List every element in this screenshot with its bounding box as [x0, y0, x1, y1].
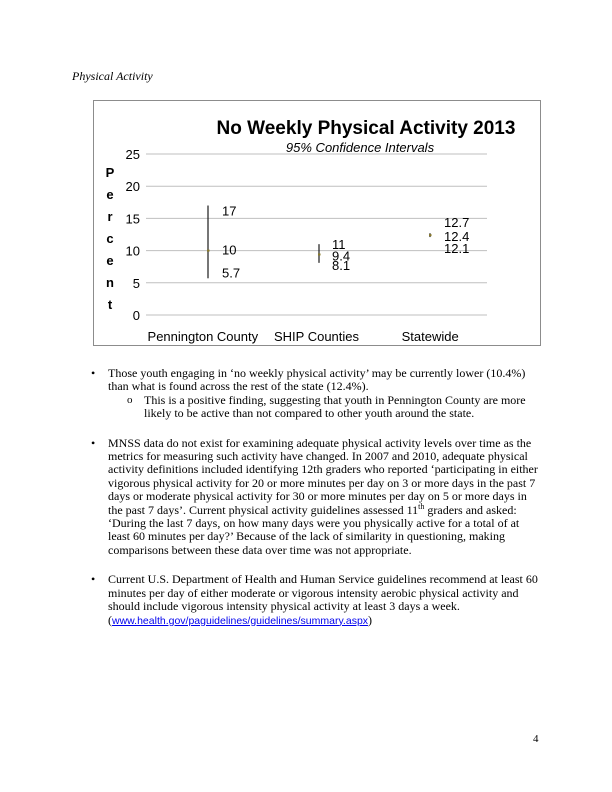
error-bar-chart: No Weekly Physical Activity 2013 95% Con… [94, 101, 542, 347]
y-axis-label-letter: t [108, 297, 113, 312]
y-axis-label-letter: e [106, 187, 113, 202]
bullet-icon: • [91, 437, 95, 450]
midpoint-marker [318, 253, 321, 255]
data-label: 17 [222, 204, 236, 219]
data-label: 10 [222, 243, 236, 258]
x-axis-categories: Pennington County SHIP Counties Statewide [148, 329, 459, 344]
y-axis-ticks: 0 5 10 15 20 25 [126, 147, 140, 323]
midpoint-marker [429, 234, 432, 236]
findings-list: • Those youth engaging in ‘no weekly phy… [108, 367, 540, 644]
y-tick-label: 15 [126, 211, 140, 226]
y-tick-label: 0 [133, 308, 140, 323]
y-axis-label-letter: P [106, 165, 115, 180]
chart-subtitle: 95% Confidence Intervals [286, 140, 435, 155]
list-item: • MNSS data do not exist for examining a… [108, 437, 540, 558]
x-category-label: Pennington County [148, 329, 259, 344]
y-tick-label: 10 [126, 244, 140, 259]
bullet-icon: • [91, 367, 95, 380]
y-axis-label-letter: n [106, 275, 114, 290]
x-category-label: SHIP Counties [274, 329, 360, 344]
section-heading: Physical Activity [72, 69, 153, 84]
sub-list-item: o This is a positive finding, suggesting… [144, 394, 540, 421]
data-label: 8.1 [332, 258, 350, 273]
gridlines [146, 154, 487, 315]
list-item: • Those youth engaging in ‘no weekly phy… [108, 367, 540, 421]
y-tick-label: 5 [133, 276, 140, 291]
x-category-label: Statewide [402, 329, 459, 344]
data-label: 5.7 [222, 265, 240, 280]
y-axis-label-letter: r [107, 209, 112, 224]
y-tick-label: 25 [126, 147, 140, 162]
circle-bullet-icon: o [127, 394, 133, 407]
y-tick-label: 20 [126, 179, 140, 194]
data-label: 12.7 [444, 215, 469, 230]
y-axis-label-letter: e [106, 253, 113, 268]
chart-title: No Weekly Physical Activity 2013 [217, 118, 516, 139]
midpoint-marker [207, 250, 210, 252]
chart-frame: No Weekly Physical Activity 2013 95% Con… [93, 100, 541, 346]
page-number: 4 [533, 733, 539, 745]
y-axis-label-letter: c [106, 231, 113, 246]
guidelines-link[interactable]: www.health.gov/paguidelines/guidelines/s… [112, 615, 368, 627]
list-item: • Current U.S. Department of Health and … [108, 573, 540, 628]
bullet-icon: • [91, 573, 95, 586]
data-label: 12.1 [444, 241, 469, 256]
